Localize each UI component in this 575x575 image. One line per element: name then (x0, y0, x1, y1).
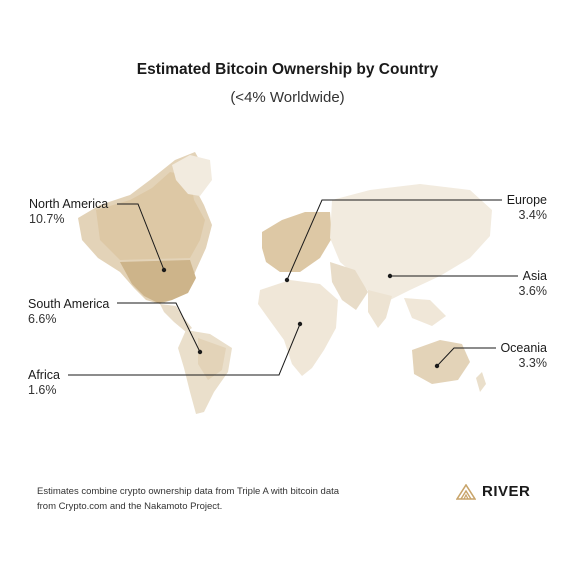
greenland-shape (172, 155, 212, 196)
europe-name: Europe (506, 193, 547, 207)
label-europe: Europe 3.4% (507, 193, 547, 223)
south-america-name: South America (28, 297, 110, 311)
new-zealand-shape (476, 372, 486, 392)
label-africa: Africa 1.6% (28, 368, 60, 398)
chart-subtitle: (<4% Worldwide) (230, 89, 345, 106)
north-america-value: 10.7% (29, 212, 65, 226)
se-asia-shape (404, 298, 446, 326)
africa-value: 1.6% (28, 383, 57, 397)
leader-europe (284, 199, 502, 283)
europe-value: 3.4% (518, 208, 548, 222)
usa-shape (120, 260, 196, 303)
label-south-america: South America 6.6% (28, 297, 109, 327)
leader-africa (68, 321, 303, 376)
canada-shape (96, 172, 205, 260)
leader-north-america (117, 203, 167, 273)
chart-title: Estimated Bitcoin Ownership by Country (136, 61, 439, 78)
asia-landmass (330, 184, 492, 300)
river-mountain-icon (456, 483, 476, 500)
label-asia: Asia 3.6% (519, 269, 548, 299)
asia-name: Asia (522, 269, 547, 283)
leader-oceania (434, 347, 496, 369)
africa-name: Africa (28, 368, 60, 382)
label-north-america: North America 10.7% (29, 197, 108, 227)
footnote: Estimates combine crypto ownership data … (37, 486, 340, 512)
asia-value: 3.6% (518, 284, 548, 298)
river-logo: RIVER (456, 483, 530, 500)
north-america-name: North America (29, 197, 109, 211)
brazil-shape (198, 338, 226, 380)
leader-asia (387, 273, 518, 279)
middle-east-shape (330, 262, 368, 310)
label-oceania: Oceania 3.3% (500, 341, 547, 371)
leader-south-america (117, 302, 203, 355)
south-america-value: 6.6% (28, 312, 57, 326)
river-logo-text: RIVER (482, 483, 531, 500)
oceania-value: 3.3% (518, 356, 548, 370)
europe-landmass (262, 212, 332, 272)
oceania-name: Oceania (500, 341, 547, 355)
india-shape (368, 290, 392, 328)
central-america-landmass (160, 304, 192, 332)
